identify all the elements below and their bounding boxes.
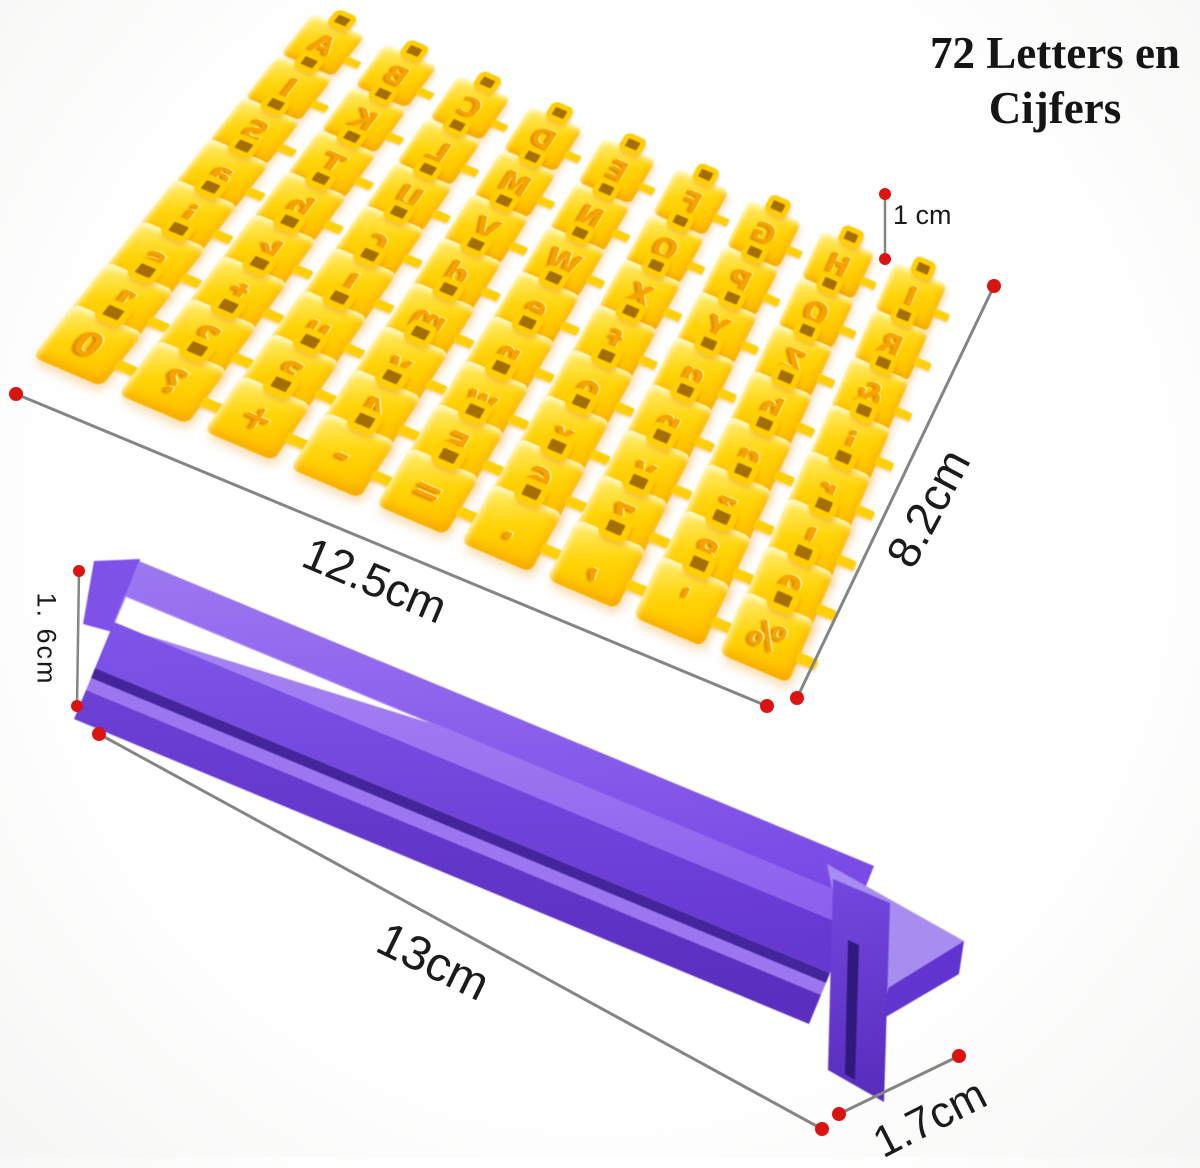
dim-label-stamp-height: 1 cm xyxy=(893,200,952,230)
rail-groove-shadow xyxy=(91,668,830,983)
dim-line-rail-width xyxy=(838,1054,960,1116)
stamp-holder-rail xyxy=(74,559,964,1102)
dim-line-sheet-width xyxy=(795,285,996,699)
rail-top-flange xyxy=(125,561,874,901)
dim-line-sheet-length xyxy=(15,392,768,708)
rail-endcap-slot xyxy=(845,940,859,1080)
rail-lip-highlight xyxy=(86,678,826,995)
dimension-endpoint-dots xyxy=(9,188,1001,1136)
rail-endcap-foot-front xyxy=(884,941,964,1018)
rail-lip-face xyxy=(74,690,821,1024)
rail-endcap-wall xyxy=(828,879,890,1102)
dim-label-rail-height: 1. 6cm xyxy=(31,592,62,686)
rail-front-face xyxy=(95,622,849,973)
page-title: 72 Letters en Cijfers xyxy=(930,28,1180,133)
dim-line-rail-height xyxy=(75,570,81,707)
rail-gap-highlight xyxy=(114,597,430,723)
dimension-lines xyxy=(15,194,996,1131)
dim-line-rail-length xyxy=(98,732,823,1131)
